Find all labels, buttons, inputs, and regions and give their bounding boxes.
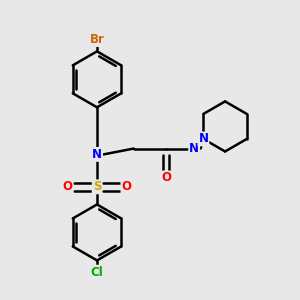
Text: S: S: [93, 180, 101, 193]
Text: N: N: [198, 133, 208, 146]
Text: N: N: [92, 148, 102, 161]
Text: N: N: [189, 142, 199, 155]
Text: Br: Br: [90, 33, 104, 46]
Text: O: O: [161, 172, 171, 184]
Text: Cl: Cl: [91, 266, 103, 279]
Text: O: O: [122, 180, 131, 193]
Text: O: O: [63, 180, 73, 193]
